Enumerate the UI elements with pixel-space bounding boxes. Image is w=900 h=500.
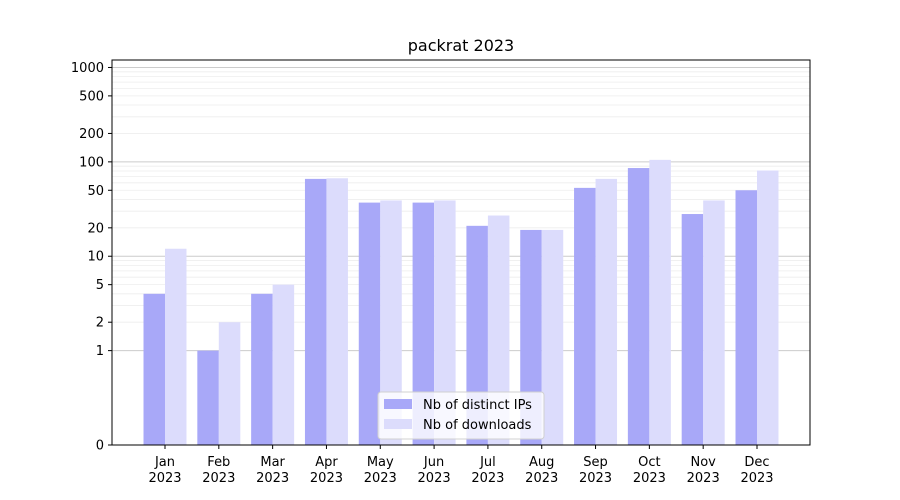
x-tick-label-year: 2023 (202, 471, 235, 486)
y-tick-label: 5 (96, 278, 104, 293)
bar-distinct-ips (574, 187, 596, 446)
plot-frame (111, 59, 811, 446)
x-tick-label-year: 2023 (256, 471, 289, 486)
x-tick-label-month: Jun (423, 455, 444, 470)
y-tick-label: 100 (79, 155, 104, 170)
bar-downloads (595, 178, 618, 445)
y-axis: 0 1 2 5 10 20 50 100 200 500 1000 (71, 61, 112, 454)
legend: Nb of distinct IPs Nb of downloads (377, 391, 545, 440)
x-tick-label-month: Dec (744, 455, 769, 470)
legend-label: Nb of distinct IPs (423, 398, 532, 413)
bar-downloads (434, 200, 456, 445)
x-tick-label-month: Mar (260, 455, 285, 470)
legend-box (377, 391, 545, 440)
bar-downloads (487, 215, 510, 445)
legend-swatch (384, 419, 412, 429)
x-tick-label-month: Feb (207, 455, 230, 470)
bar-downloads (272, 284, 295, 445)
y-tick-label: 10 (87, 250, 104, 265)
bar-distinct-ips (304, 178, 327, 445)
x-tick-label-month: Sep (583, 455, 608, 470)
x-tick-label-year: 2023 (633, 471, 666, 486)
legend-label: Nb of downloads (423, 418, 532, 433)
x-tick-label-year: 2023 (579, 471, 612, 486)
bar-distinct-ips (466, 225, 488, 445)
bar-distinct-ips (197, 350, 219, 445)
bar-downloads (165, 248, 187, 445)
bar-distinct-ips (735, 190, 757, 445)
bar-downloads (757, 170, 779, 445)
x-axis: Jan2023Feb2023Mar2023Apr2023May2023Jun20… (148, 445, 774, 486)
y-tick-label: 1 (96, 344, 104, 359)
bar-downloads (541, 229, 564, 445)
bar-downloads (380, 200, 402, 445)
x-tick-label-year: 2023 (418, 471, 451, 486)
x-tick-label-month: Nov (690, 455, 716, 470)
x-tick-label-month: Apr (315, 455, 338, 470)
x-tick-label-month: Jan (154, 455, 175, 470)
x-tick-label-year: 2023 (687, 471, 720, 486)
bar-distinct-ips (358, 202, 381, 445)
x-tick-label-month: May (367, 455, 394, 470)
x-tick-label-year: 2023 (148, 471, 181, 486)
y-tick-label: 0 (96, 439, 104, 454)
grid (112, 66, 810, 352)
x-tick-label-month: Oct (638, 455, 660, 470)
bar-distinct-ips (681, 214, 704, 445)
bar-downloads (649, 159, 671, 446)
bar-distinct-ips (143, 293, 165, 445)
y-tick-label: 2 (96, 316, 104, 331)
bar-distinct-ips (627, 168, 650, 445)
bar-downloads (326, 178, 348, 445)
bars (143, 159, 779, 446)
chart-title: packrat 2023 (408, 36, 514, 55)
x-tick-label-month: Aug (529, 455, 554, 470)
bar-distinct-ips (251, 293, 273, 445)
y-tick-label: 20 (87, 221, 104, 236)
x-tick-label-year: 2023 (364, 471, 397, 486)
y-tick-label: 500 (79, 89, 104, 104)
y-tick-label: 50 (87, 184, 104, 199)
y-tick-label: 200 (79, 127, 104, 142)
x-tick-label-month: Jul (479, 455, 496, 470)
bar-distinct-ips (520, 229, 542, 445)
y-tick-label: 1000 (71, 61, 104, 76)
x-tick-label-year: 2023 (525, 471, 558, 486)
x-tick-label-year: 2023 (471, 471, 504, 486)
bar-downloads (218, 322, 241, 445)
x-tick-label-year: 2023 (740, 471, 773, 486)
bar-distinct-ips (412, 202, 435, 445)
legend-swatch (384, 399, 412, 409)
bar-downloads (703, 200, 725, 445)
x-tick-label-year: 2023 (310, 471, 343, 486)
